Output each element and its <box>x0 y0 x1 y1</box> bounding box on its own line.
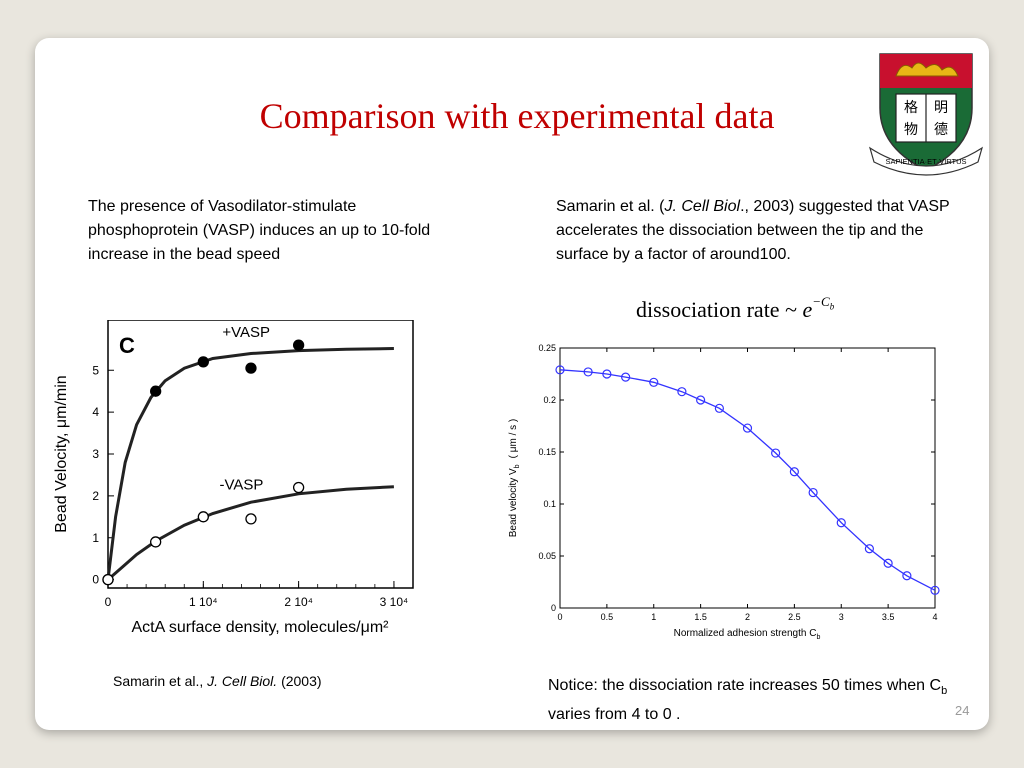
left-description: The presence of Vasodilator-stimulate ph… <box>88 198 431 263</box>
bead-velocity-experimental-chart: 0 1 2 3 4 5 0 1 10⁴ 2 10⁴ 3 10⁴ +VASP -VASP C Act… <box>53 320 414 636</box>
university-crest-logo: 格 明 物 德 SAPIENTIA·ET·VIRTUS <box>868 53 984 176</box>
left-series-annotation: +VASP <box>222 324 270 341</box>
formula-text: dissociation rate ~ <box>636 297 803 322</box>
right-y-axis-label: Bead velocity Vb( μm / s ) <box>508 419 521 538</box>
slide-title: Comparison with experimental data <box>259 96 775 136</box>
dissociation-formula: dissociation rate ~ e−Cb <box>636 294 835 323</box>
page-number: 24 <box>955 703 970 718</box>
right-x-tick-label: 2.5 <box>788 612 801 622</box>
left-data-point-0 <box>197 356 209 368</box>
left-data-point-0 <box>150 385 162 397</box>
right-data-point <box>808 487 818 498</box>
right-data-point <box>864 544 874 554</box>
right-data-point <box>696 395 706 405</box>
right-data-point <box>836 518 846 528</box>
right-x-tick-label: 1.5 <box>694 612 707 622</box>
right-data-point <box>883 558 893 568</box>
right-x-tick-label: 3 <box>839 612 844 622</box>
right-y-tick-label: 0.25 <box>538 343 556 353</box>
right-plot-frame <box>559 347 936 609</box>
left-data-point-0 <box>292 339 305 351</box>
right-data-point <box>555 365 565 375</box>
right-data-point <box>602 369 612 379</box>
crest-char-2: 明 <box>934 99 948 115</box>
formula-exponent: −Cb <box>812 294 835 312</box>
left-data-point-1 <box>245 513 257 525</box>
left-fit-curve-0 <box>106 347 394 580</box>
left-y-tick-label: 4 <box>92 405 99 419</box>
crest-char-4: 德 <box>934 121 948 137</box>
right-description-journal: J. Cell Biol <box>664 198 741 215</box>
crest-char-1: 格 <box>904 99 918 115</box>
right-y-tick-label: 0.2 <box>543 395 556 405</box>
crest-motto: SAPIENTIA·ET·VIRTUS <box>885 157 966 166</box>
right-data-point <box>583 367 593 377</box>
left-y-tick-label: 3 <box>92 447 99 461</box>
left-x-tick-label: 2 10⁴ <box>284 595 313 609</box>
left-y-tick-label: 0 <box>92 573 99 587</box>
left-plot-frame <box>107 320 414 589</box>
right-data-point <box>649 377 659 387</box>
right-data-point <box>789 467 799 477</box>
right-y-tick-label: 0.15 <box>538 447 556 457</box>
right-x-tick-label: 2 <box>745 612 750 622</box>
formula-base: e <box>802 297 813 322</box>
left-citation: Samarin et al., J. Cell Biol. (2003) <box>113 673 322 689</box>
left-data-point-1 <box>102 573 114 586</box>
left-panel-label: C <box>119 333 135 358</box>
left-data-point-1 <box>292 481 305 494</box>
right-data-point <box>930 585 940 595</box>
right-data-point <box>714 403 724 413</box>
left-series-annotation: -VASP <box>219 477 263 494</box>
right-x-tick-label: 1 <box>651 612 656 622</box>
bead-velocity-model-chart: 0 0.05 0.1 0.15 0.2 0.25 0 0.5 1 1.5 2 2.5 3 3.5 4 No… <box>508 343 940 641</box>
crest-char-3: 物 <box>904 121 918 137</box>
right-x-tick-label: 4 <box>932 612 937 622</box>
right-data-point <box>677 387 687 397</box>
slide-canvas <box>35 38 989 730</box>
left-y-tick-label: 2 <box>92 489 99 503</box>
left-data-point-1 <box>197 511 209 523</box>
right-description: Samarin et al. (J. Cell Biol., 2003) sug… <box>556 195 976 267</box>
right-description-post: ., 2003) suggested that VASP accelerates… <box>556 198 950 263</box>
right-x-axis-label: Normalized adhesion strength Cb <box>674 628 821 641</box>
left-data-point-1 <box>150 536 162 548</box>
left-x-axis-label: ActA surface density, molecules/μm² <box>131 619 389 636</box>
right-velocity-line <box>559 369 936 591</box>
right-data-point <box>742 423 753 433</box>
left-fit-curve-1 <box>107 485 394 581</box>
left-data-point-0 <box>245 362 257 374</box>
right-data-point <box>621 372 631 382</box>
right-y-tick-label: 0 <box>551 603 556 613</box>
right-x-tick-label: 0 <box>557 612 562 622</box>
left-x-tick-label: 3 10⁴ <box>380 595 409 609</box>
left-y-tick-label: 5 <box>92 363 99 377</box>
right-description-pre: Samarin et al. ( <box>556 198 665 215</box>
right-x-tick-label: 3.5 <box>882 612 895 622</box>
right-data-point <box>902 571 912 581</box>
left-x-tick-label: 1 10⁴ <box>189 595 218 609</box>
left-x-tick-label: 0 <box>105 595 112 609</box>
right-y-tick-label: 0.05 <box>538 551 556 561</box>
left-y-tick-label: 1 <box>92 531 99 545</box>
right-x-tick-label: 0.5 <box>601 612 614 622</box>
right-data-point <box>771 448 781 458</box>
left-y-axis-label: Bead Velocity, μm/min <box>53 375 70 532</box>
right-y-tick-label: 0.1 <box>543 499 556 509</box>
notice-text: Notice: the dissociation rate increases … <box>548 677 948 724</box>
